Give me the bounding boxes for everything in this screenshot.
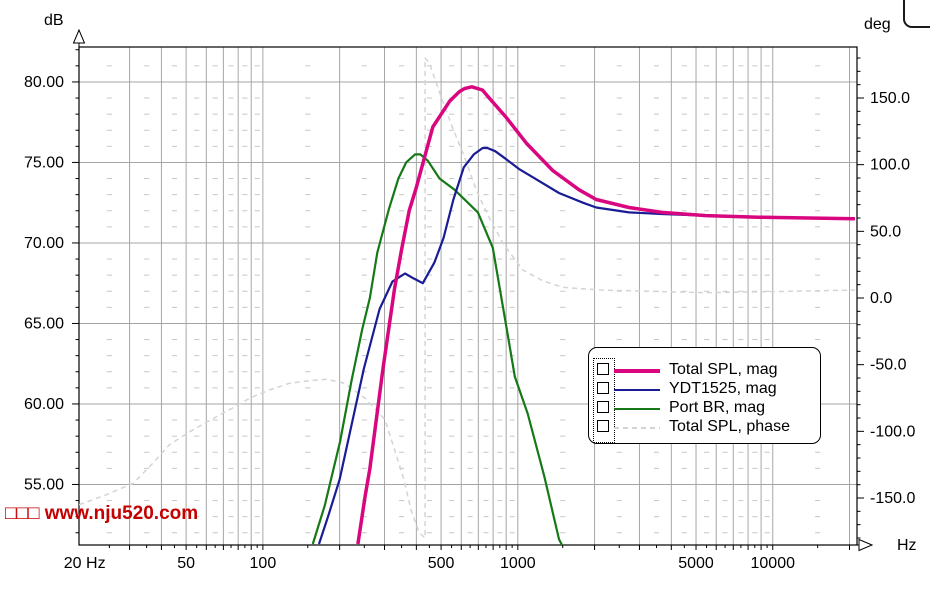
freq-tick-label: 50 — [177, 555, 195, 572]
legend-row: YDT1525, mag — [589, 380, 820, 399]
watermark-text: □□□ www.nju520.com — [5, 503, 199, 524]
tick-labels: 80.00 75.00 70.00 65.00 60.00 55.00 150.0 100.0… — [24, 74, 916, 572]
curve-total-spl-mag — [356, 85, 855, 545]
right-tick-label: -100.0 — [870, 423, 915, 440]
curves — [79, 57, 855, 545]
legend-checkbox[interactable] — [597, 363, 609, 375]
legend-checkbox[interactable] — [597, 382, 609, 394]
legend-checkbox-strip — [593, 358, 615, 443]
left-tick-label: 55.00 — [24, 476, 64, 493]
freq-tick-label: 5000 — [678, 555, 714, 572]
legend-row: Port BR, mag — [589, 399, 820, 418]
left-tick-label: 60.00 — [24, 396, 64, 413]
left-tick-label: 70.00 — [24, 235, 64, 252]
left-tick-label: 65.00 — [24, 315, 64, 332]
axes — [72, 28, 874, 552]
legend-swatch — [614, 426, 660, 429]
right-axis-unit-label: deg — [864, 16, 891, 33]
legend-label: Total SPL, phase — [669, 418, 790, 435]
plot-border — [78, 46, 858, 546]
left-tick-label: 75.00 — [24, 154, 64, 171]
bottom-axis-unit-label: Hz — [897, 537, 917, 554]
legend-swatch — [614, 368, 660, 373]
cropped-corner-box — [903, 0, 930, 28]
left-axis-unit-label: dB — [44, 12, 64, 29]
right-tick-label: -50.0 — [870, 357, 907, 374]
freq-tick-label: 1000 — [500, 555, 536, 572]
curve-ydt1525-mag — [317, 146, 855, 545]
legend-label: Total SPL, mag — [669, 361, 778, 378]
freq-tick-label: 500 — [428, 555, 455, 572]
right-tick-label: 50.0 — [870, 223, 901, 240]
curve-port-br-mag — [311, 153, 564, 545]
left-tick-label: 80.00 — [24, 74, 64, 91]
right-tick-label: 0.0 — [870, 290, 892, 307]
legend-box: Total SPL, mag YDT1525, mag Port BR, mag To… — [588, 347, 821, 444]
major-grid — [79, 47, 857, 545]
legend-checkbox[interactable] — [597, 420, 609, 432]
freq-tick-label: 10000 — [751, 555, 796, 572]
legend-swatch — [614, 407, 660, 410]
right-tick-label: 150.0 — [870, 90, 910, 107]
legend-swatch — [614, 388, 660, 391]
right-tick-label: -150.0 — [870, 490, 915, 507]
freq-tick-label: 100 — [250, 555, 277, 572]
curve-total-spl-phase — [79, 57, 855, 539]
legend-label: Port BR, mag — [669, 399, 766, 416]
freq-tick-label: 20 Hz — [64, 555, 106, 572]
minor-grid — [106, 65, 821, 534]
legend-label: YDT1525, mag — [669, 380, 777, 397]
legend-row: Total SPL, mag — [589, 361, 820, 380]
legend-row: Total SPL, phase — [589, 418, 820, 437]
right-tick-label: 100.0 — [870, 157, 910, 174]
legend-checkbox[interactable] — [597, 401, 609, 413]
